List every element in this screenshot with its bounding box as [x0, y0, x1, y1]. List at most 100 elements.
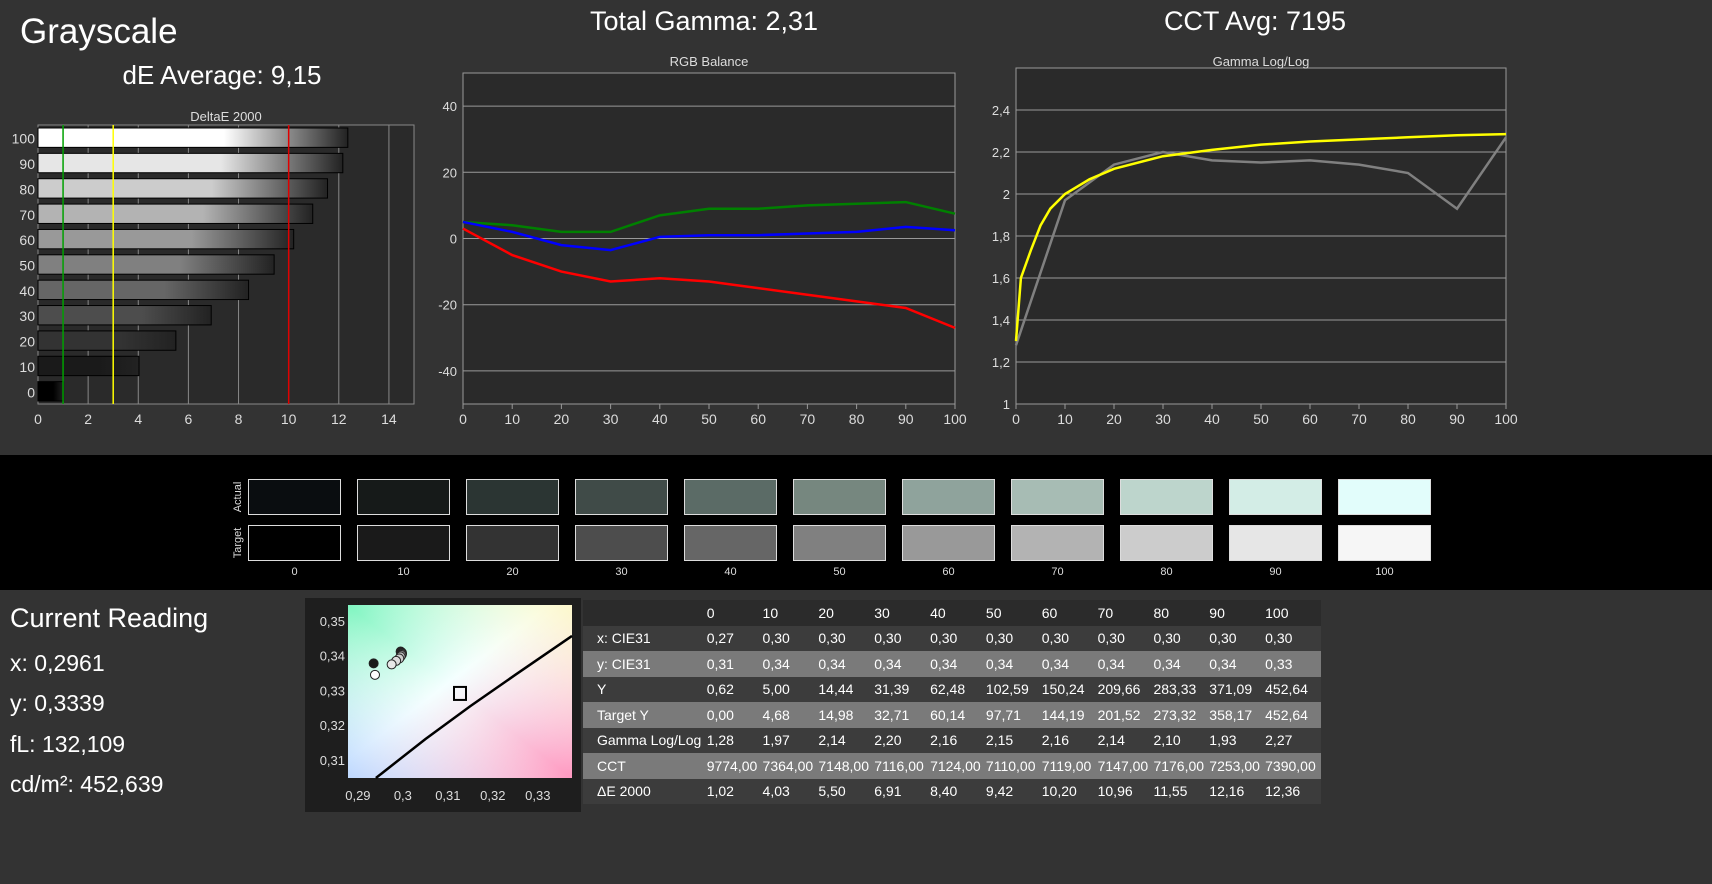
cell: 150,24 — [1041, 681, 1085, 698]
cell: 4,03 — [762, 783, 790, 800]
cell: 4,68 — [762, 706, 790, 723]
xtick: 80 — [849, 411, 865, 427]
cell: 452,64 — [1265, 681, 1308, 698]
ytick: 2,2 — [992, 145, 1010, 160]
chart-title: Gamma Log/Log — [1213, 54, 1310, 69]
cell: 2,20 — [874, 732, 902, 749]
xtick: 0 — [1012, 411, 1020, 427]
cell: 8,40 — [930, 783, 958, 800]
cell: 14,44 — [818, 681, 854, 698]
table-row: ΔE 2000 1,02 4,03 5,50 6,91 8,40 9,42 10,20 10,9… — [583, 778, 1321, 804]
cie-chart: 0,29 0,3 0,31 0,32 0,33 0,35 0,34 0,33 0,32 0,31 — [305, 598, 581, 812]
cell: 2,27 — [1265, 732, 1293, 749]
cie-xtick: 0,29 — [345, 788, 370, 803]
deltae-bar — [37, 178, 329, 199]
xtick: 30 — [603, 411, 619, 427]
table-row: Target Y 0,00 4,68 14,98 32,71 60,14 97,71 144,… — [583, 702, 1321, 728]
measured-point — [369, 669, 380, 680]
planckian-locus — [375, 634, 573, 779]
xtick: 100 — [943, 411, 967, 427]
results-table: 0 10 20 30 40 50 60 70 80 90 100 x: CIE31 0,27 0,30 0,… — [583, 600, 1321, 804]
xtick: 100 — [1494, 411, 1518, 427]
xtick: 40 — [1204, 411, 1220, 427]
cell: 0,30 — [1265, 630, 1293, 647]
deltae-ytick: 0 — [27, 384, 35, 400]
target-swatch — [1338, 525, 1431, 561]
xtick: 20 — [1106, 411, 1122, 427]
cell: 31,39 — [874, 681, 910, 698]
cell: 5,00 — [762, 681, 790, 698]
cell: 358,17 — [1209, 706, 1253, 723]
xtick: 30 — [1155, 411, 1171, 427]
cell: 0,30 — [1041, 630, 1070, 647]
cell: 0,30 — [930, 630, 958, 647]
target-swatch — [902, 525, 995, 561]
deltae-bar — [37, 279, 250, 301]
cell: 0,33 — [1265, 655, 1293, 672]
target-swatch — [466, 525, 559, 561]
swatch-label: 20 — [506, 566, 519, 578]
cell: 2,10 — [1153, 732, 1181, 749]
swatch-label: 0 — [291, 566, 298, 578]
xtick: 80 — [1400, 411, 1416, 427]
cell: 0,30 — [985, 630, 1014, 647]
deltae-ytick: 80 — [19, 181, 35, 197]
target-swatch — [1229, 525, 1322, 561]
deltae-xtick: 14 — [381, 411, 397, 427]
deltae-ytick: 10 — [19, 359, 35, 375]
cell: 0,30 — [1153, 630, 1181, 647]
series-line — [1014, 132, 1507, 342]
ytick: -20 — [438, 298, 457, 313]
deltae-ytick: 20 — [19, 334, 35, 350]
table-row: CCT 9774,00 7364,00 7148,00 7116,00 7124,00 71… — [583, 753, 1321, 779]
deltae-xtick: 6 — [185, 411, 193, 427]
cell: 7253,00 — [1209, 757, 1260, 774]
deltae-bar — [37, 203, 314, 224]
cell: 0,00 — [706, 706, 734, 723]
chart-title: RGB Balance — [670, 54, 749, 69]
measured-point — [368, 658, 379, 669]
deltae-ytick: 90 — [19, 156, 35, 172]
swatch-band — [0, 455, 1712, 590]
cell: 6,91 — [874, 783, 902, 800]
cell: 7116,00 — [874, 757, 924, 774]
xtick: 10 — [504, 411, 520, 427]
cell: 0 — [706, 604, 715, 621]
xtick: 60 — [1302, 411, 1318, 427]
cie-plot-overlay — [348, 605, 572, 778]
cell: 0,34 — [1209, 655, 1237, 672]
cell: 2,15 — [985, 732, 1014, 749]
actual-swatch — [575, 479, 668, 515]
ytick: 40 — [443, 99, 457, 114]
cell: 80 — [1153, 604, 1170, 621]
cie-xtick: 0,32 — [480, 788, 505, 803]
deltae-bar — [37, 330, 177, 351]
deltae-xtick: 12 — [331, 411, 347, 427]
cell: 0,34 — [985, 655, 1014, 672]
deltae-bar — [37, 381, 65, 402]
row-label: Y — [597, 681, 607, 698]
swatch-label: 30 — [615, 566, 628, 578]
cct-average: CCT Avg: 7195 — [1163, 6, 1347, 36]
cie-ytick: 0,35 — [320, 614, 345, 629]
cell: 0,34 — [762, 655, 790, 672]
swatch-label: 90 — [1269, 566, 1282, 578]
cell: 0,34 — [930, 655, 958, 672]
swatch-label: 50 — [833, 566, 846, 578]
measured-point — [386, 659, 397, 670]
de-average: dE Average: 9,15 — [122, 60, 322, 90]
cell: 50 — [985, 604, 1002, 621]
row-label: Gamma Log/Log — [597, 732, 702, 749]
swatch-label: 80 — [1160, 566, 1173, 578]
cell: 7364,00 — [762, 757, 814, 774]
cell: 14,98 — [818, 706, 854, 723]
row-label: Target Y — [597, 706, 649, 723]
ytick: 2 — [1003, 187, 1010, 202]
deltae-ytick: 60 — [19, 232, 35, 248]
series-line — [462, 227, 956, 330]
series-line — [462, 220, 956, 252]
actual-swatch — [1011, 479, 1104, 515]
cell: 7119,00 — [1041, 757, 1092, 774]
cell: 11,55 — [1153, 783, 1188, 800]
